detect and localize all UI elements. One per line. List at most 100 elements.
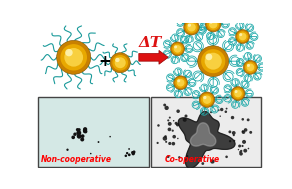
Circle shape bbox=[109, 136, 111, 137]
Circle shape bbox=[133, 150, 135, 153]
Circle shape bbox=[163, 136, 167, 141]
Circle shape bbox=[237, 31, 248, 42]
Circle shape bbox=[239, 151, 241, 153]
Circle shape bbox=[231, 87, 245, 100]
Text: Non-cooperative: Non-cooperative bbox=[41, 155, 112, 164]
Circle shape bbox=[242, 130, 245, 134]
Circle shape bbox=[238, 149, 239, 150]
Text: +: + bbox=[98, 54, 111, 69]
Circle shape bbox=[167, 119, 169, 122]
Circle shape bbox=[236, 30, 250, 43]
Bar bbox=[38, 97, 149, 167]
Circle shape bbox=[205, 53, 222, 70]
Circle shape bbox=[186, 155, 188, 157]
Circle shape bbox=[172, 135, 176, 139]
Circle shape bbox=[132, 152, 135, 155]
Circle shape bbox=[244, 60, 257, 74]
Circle shape bbox=[98, 141, 100, 143]
Circle shape bbox=[66, 149, 69, 151]
Circle shape bbox=[232, 131, 236, 135]
Circle shape bbox=[177, 79, 185, 87]
Circle shape bbox=[239, 152, 243, 156]
Circle shape bbox=[201, 49, 225, 73]
Circle shape bbox=[242, 130, 244, 132]
Circle shape bbox=[157, 142, 159, 144]
Circle shape bbox=[81, 134, 84, 138]
Circle shape bbox=[169, 117, 171, 119]
Circle shape bbox=[71, 136, 75, 139]
Circle shape bbox=[206, 53, 212, 60]
Circle shape bbox=[206, 16, 221, 32]
Circle shape bbox=[115, 58, 120, 62]
Circle shape bbox=[185, 115, 187, 118]
Circle shape bbox=[209, 20, 213, 24]
Circle shape bbox=[83, 128, 87, 132]
Circle shape bbox=[175, 77, 186, 88]
Circle shape bbox=[131, 151, 135, 155]
Circle shape bbox=[244, 128, 247, 132]
Circle shape bbox=[168, 128, 171, 131]
Circle shape bbox=[177, 79, 180, 82]
Text: Co-operative: Co-operative bbox=[165, 155, 220, 164]
Polygon shape bbox=[190, 123, 216, 146]
Bar bbox=[151, 97, 261, 167]
Circle shape bbox=[171, 42, 185, 56]
Circle shape bbox=[128, 153, 131, 156]
Circle shape bbox=[185, 21, 198, 33]
Circle shape bbox=[173, 120, 174, 122]
Circle shape bbox=[245, 62, 256, 73]
Circle shape bbox=[234, 90, 238, 93]
Circle shape bbox=[241, 118, 244, 121]
Circle shape bbox=[83, 127, 87, 131]
Circle shape bbox=[168, 122, 172, 126]
Text: ΔT: ΔT bbox=[139, 36, 162, 50]
Circle shape bbox=[199, 92, 215, 107]
Circle shape bbox=[177, 138, 179, 139]
Circle shape bbox=[220, 115, 221, 117]
Circle shape bbox=[176, 123, 179, 126]
Circle shape bbox=[201, 94, 213, 106]
Circle shape bbox=[201, 162, 204, 165]
Circle shape bbox=[83, 129, 87, 133]
Circle shape bbox=[174, 45, 181, 53]
Circle shape bbox=[247, 119, 250, 121]
Circle shape bbox=[73, 132, 77, 136]
Circle shape bbox=[77, 134, 81, 139]
Circle shape bbox=[198, 46, 229, 77]
Circle shape bbox=[210, 159, 215, 164]
Circle shape bbox=[125, 155, 127, 157]
Circle shape bbox=[233, 140, 235, 142]
Circle shape bbox=[249, 131, 252, 134]
Circle shape bbox=[234, 90, 242, 97]
Circle shape bbox=[76, 128, 79, 131]
Circle shape bbox=[178, 156, 180, 159]
Circle shape bbox=[229, 140, 231, 142]
Circle shape bbox=[90, 153, 91, 154]
Circle shape bbox=[210, 111, 212, 113]
Circle shape bbox=[172, 43, 183, 54]
Circle shape bbox=[172, 142, 175, 146]
Circle shape bbox=[239, 33, 242, 36]
Circle shape bbox=[115, 57, 126, 68]
Circle shape bbox=[164, 135, 167, 138]
Circle shape bbox=[110, 53, 130, 73]
Circle shape bbox=[78, 128, 81, 131]
Circle shape bbox=[233, 134, 235, 136]
Circle shape bbox=[225, 156, 228, 158]
Circle shape bbox=[80, 138, 84, 142]
Circle shape bbox=[209, 20, 218, 29]
Circle shape bbox=[226, 108, 227, 110]
Circle shape bbox=[242, 140, 246, 144]
Circle shape bbox=[183, 118, 187, 122]
Circle shape bbox=[157, 124, 160, 127]
Circle shape bbox=[168, 142, 171, 145]
Circle shape bbox=[203, 96, 206, 99]
Circle shape bbox=[220, 108, 223, 111]
Circle shape bbox=[246, 64, 254, 71]
Circle shape bbox=[128, 148, 130, 150]
Circle shape bbox=[60, 44, 87, 70]
Circle shape bbox=[131, 151, 134, 154]
Circle shape bbox=[241, 145, 244, 147]
Circle shape bbox=[187, 23, 196, 32]
FancyArrow shape bbox=[139, 50, 168, 64]
